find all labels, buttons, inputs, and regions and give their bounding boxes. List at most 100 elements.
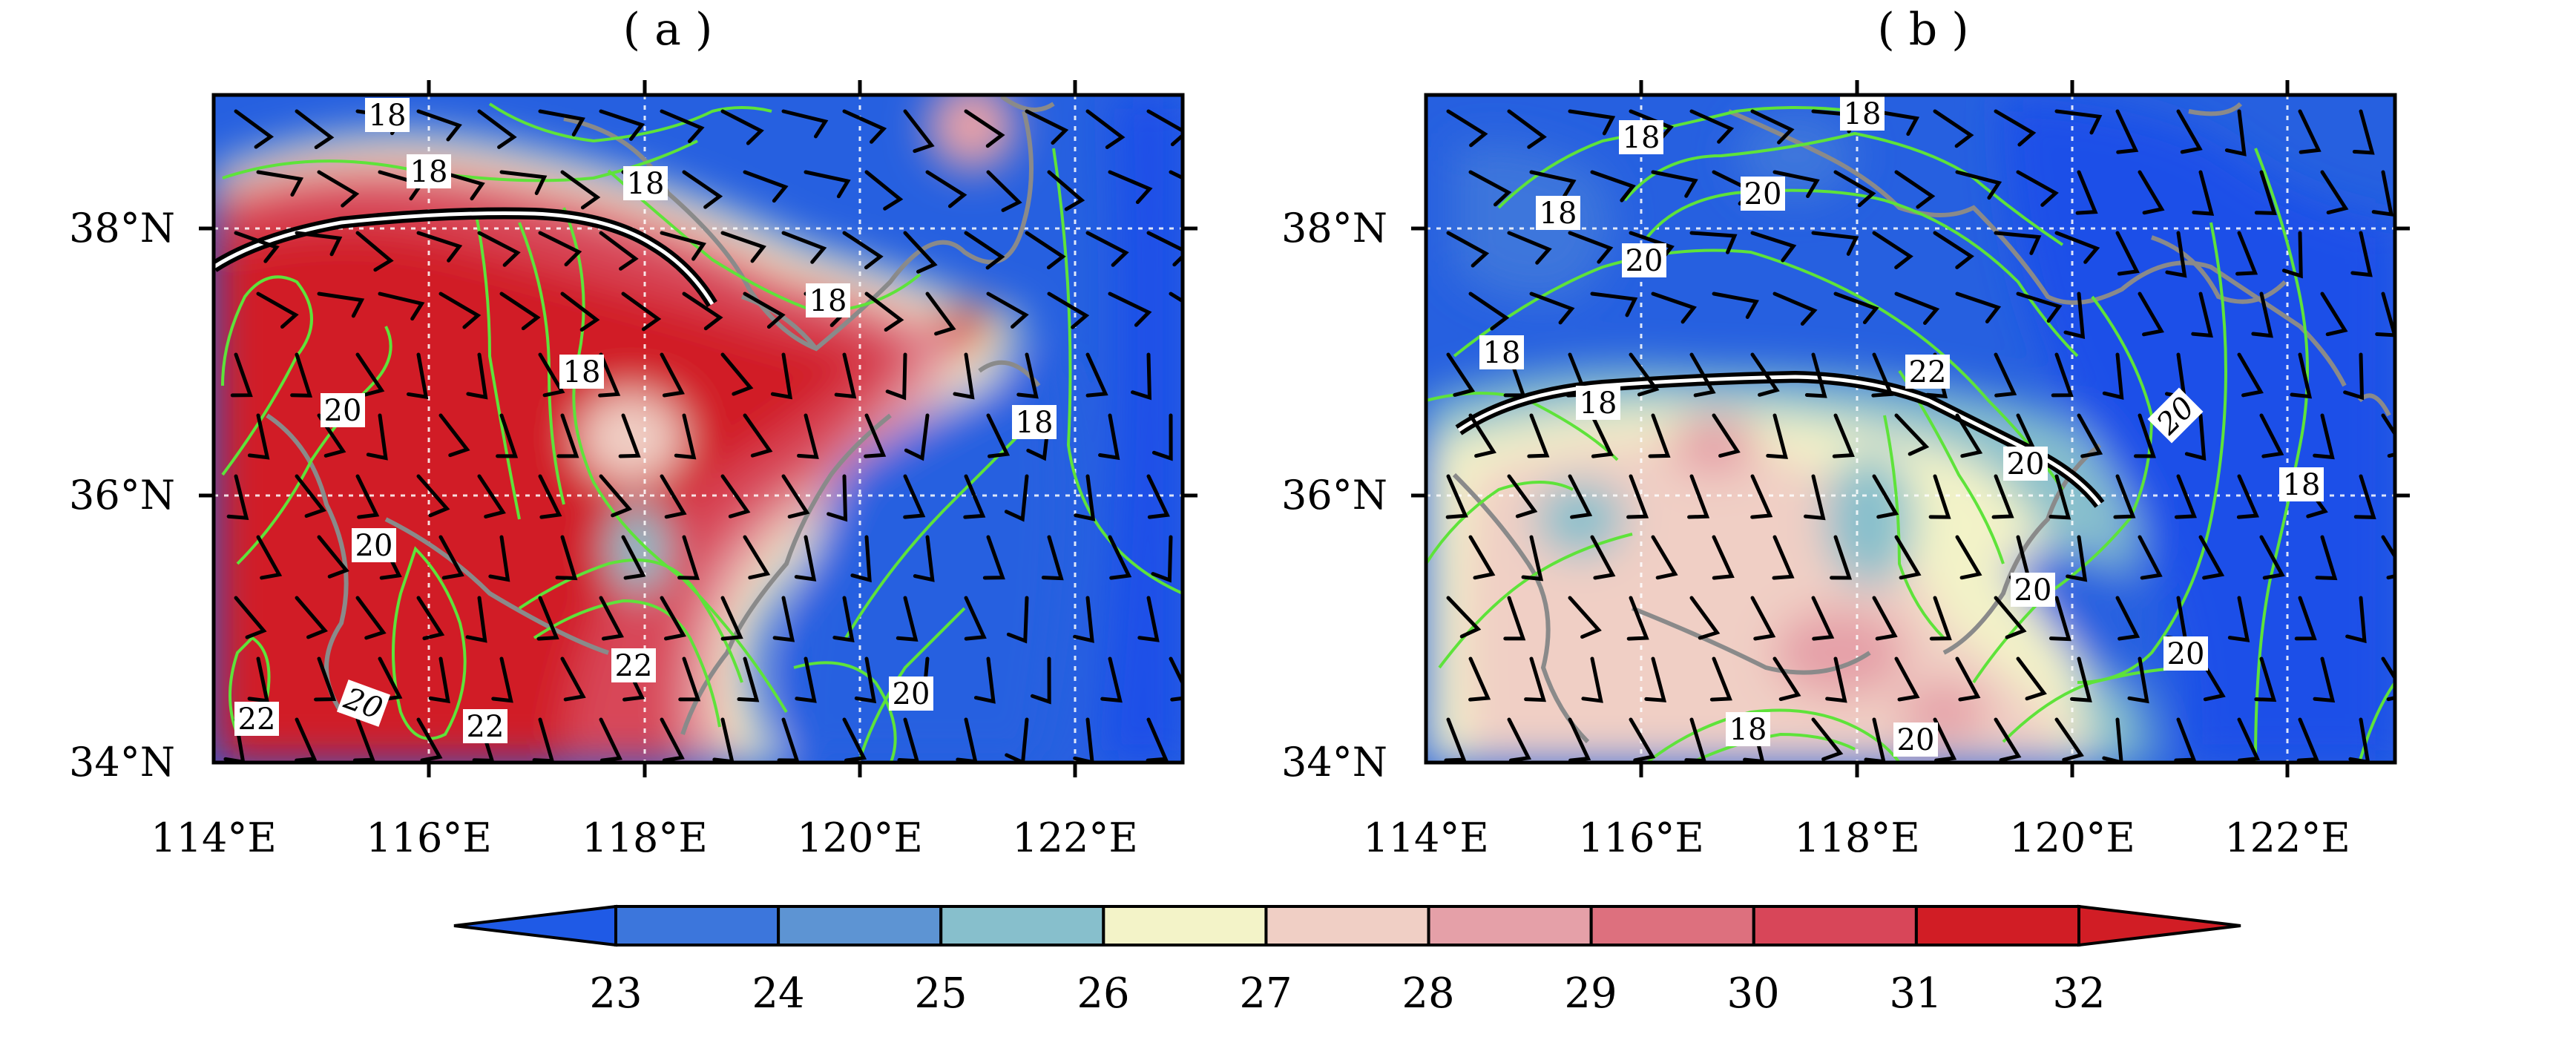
wind-barb <box>1146 109 1183 147</box>
wind-barb <box>599 231 639 271</box>
contour-label: 18 <box>1576 386 1620 421</box>
wind-barb <box>2224 109 2247 157</box>
lat-label: 38°N <box>69 205 175 251</box>
svg-text:20: 20 <box>1744 177 1782 211</box>
colorbar-labels: 23 24 25 26 27 28 29 30 31 32 <box>589 969 2105 1018</box>
wind-barb <box>1590 292 1638 317</box>
wind-barb <box>1041 535 1064 581</box>
lon-label: 122°E <box>1012 814 1138 861</box>
svg-text:22: 22 <box>238 702 276 737</box>
wind-barb <box>1750 352 1780 397</box>
colorbar-tick-label: 23 <box>589 969 642 1018</box>
panel-a-lon-labels: 114°E 116°E 118°E 120°E 122°E <box>151 814 1138 861</box>
lon-label: 118°E <box>1794 814 1920 861</box>
panel-a-temperature-field <box>214 95 1183 763</box>
wind-barb <box>1772 535 1795 580</box>
wind-barb <box>538 352 565 398</box>
wind-barb <box>1468 292 1510 331</box>
lat-label: 34°N <box>1281 739 1387 786</box>
wind-barb <box>1507 717 1531 763</box>
wind-barb <box>466 352 488 400</box>
wind-barb <box>230 352 253 398</box>
wind-barb <box>1030 656 1051 705</box>
wind-barb <box>1709 656 1732 702</box>
contour-label: 22 <box>463 709 507 744</box>
wind-barb <box>896 596 919 642</box>
wind-barb <box>660 352 685 398</box>
wind-barb <box>1151 413 1173 461</box>
svg-text:22: 22 <box>467 710 505 744</box>
wind-barb <box>1016 352 1039 399</box>
wind-barb <box>1894 292 1940 325</box>
wind-barb <box>295 717 318 763</box>
wind-barb <box>598 352 621 398</box>
wind-barb <box>1994 717 2022 763</box>
wind-barb <box>1047 292 1090 329</box>
wind-barb <box>827 474 848 522</box>
wind-barb <box>256 292 299 329</box>
colorbar-tick-label: 27 <box>1239 969 1292 1018</box>
svg-text:18: 18 <box>1540 197 1577 231</box>
wind-barb <box>682 170 723 209</box>
contour-label: 18 <box>407 154 451 189</box>
wind-barb <box>366 413 388 461</box>
wind-barb <box>477 231 521 267</box>
wind-barb <box>1929 596 1952 641</box>
wind-barb <box>678 656 701 702</box>
wind-barb <box>355 231 394 272</box>
wind-barb <box>491 656 513 703</box>
wind-barb <box>1804 352 1827 398</box>
panel-a-trough-line <box>214 207 717 308</box>
wind-barb <box>1872 474 1899 519</box>
wind-barb <box>438 292 482 329</box>
colorbar-cell <box>1914 905 2081 947</box>
contour-label: 18 <box>2279 467 2324 502</box>
contour-label: 18 <box>1840 96 1885 131</box>
wind-barb <box>2054 109 2103 135</box>
contour-label: 20 <box>352 528 396 563</box>
wind-barb <box>2254 170 2277 215</box>
wind-barb <box>1872 596 1898 641</box>
wind-barb <box>2371 170 2394 217</box>
wind-barb <box>982 535 1005 580</box>
lat-label: 38°N <box>1281 205 1387 251</box>
wind-barb <box>986 292 1029 329</box>
wind-barb <box>772 596 795 642</box>
colorbar-tick-label: 28 <box>1402 969 1454 1018</box>
wind-barb <box>538 231 582 267</box>
wind-barb <box>1590 535 1616 580</box>
wind-barb <box>234 231 280 263</box>
svg-text:18: 18 <box>1483 336 1521 370</box>
wind-barb <box>1446 231 1490 268</box>
wind-barb <box>1146 717 1169 763</box>
wind-barb <box>1689 352 1716 398</box>
wind-barb <box>832 596 855 643</box>
wind-barb <box>355 596 387 640</box>
wind-barb <box>660 231 707 261</box>
svg-text:18: 18 <box>410 155 448 189</box>
lat-label: 36°N <box>1281 472 1387 518</box>
wind-barb <box>964 231 1005 270</box>
panel-b-wind-barbs <box>1444 109 2395 763</box>
wind-barb <box>1446 352 1476 397</box>
wind-barb <box>1825 656 1847 703</box>
wind-barb <box>1955 656 1981 702</box>
wind-barb <box>438 413 470 458</box>
svg-text:18: 18 <box>1729 713 1767 747</box>
wind-barb <box>2353 474 2376 519</box>
colorbar-tick-label: 30 <box>1726 969 1779 1018</box>
wind-barb <box>1025 109 1069 145</box>
panel-b-lon-labels: 114°E 116°E 118°E 120°E 122°E <box>1363 814 2350 861</box>
colorbar-tick-label: 29 <box>1564 969 1617 1018</box>
svg-text:22: 22 <box>615 649 653 683</box>
wind-barb <box>477 109 517 149</box>
wind-barb <box>903 231 938 274</box>
wind-barb <box>1955 292 2002 324</box>
wind-barb <box>1629 717 1656 763</box>
wind-barb <box>1074 474 1096 521</box>
wind-barb <box>1025 231 1066 270</box>
wind-barb <box>621 535 646 580</box>
wind-barb <box>2077 413 2103 458</box>
colorbar-tick-label: 26 <box>1077 969 1129 1018</box>
wind-barb <box>1098 413 1120 461</box>
